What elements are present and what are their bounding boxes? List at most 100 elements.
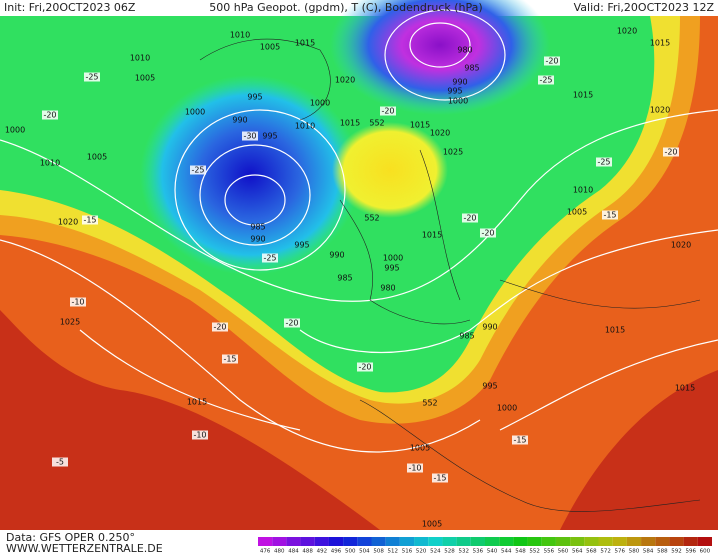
temperature-label: -10 [71, 298, 84, 307]
pressure-label: 1000 [310, 99, 330, 108]
colorbar-label: 508 [373, 549, 384, 555]
pressure-label: 1015 [340, 119, 360, 128]
temperature-label: -15 [513, 436, 526, 445]
colorbar-label: 588 [657, 549, 668, 555]
pressure-label: 990 [232, 116, 247, 125]
temp-label-box [512, 435, 528, 445]
colorbar-label: 560 [558, 549, 569, 555]
pressure-label: 1010 [40, 159, 60, 168]
colorbar-cell [343, 537, 358, 546]
colorbar-label: 552 [529, 549, 540, 555]
colorbar-label: 484 [288, 549, 299, 555]
high-scandinavia [332, 122, 448, 218]
colorbar-label: 540 [487, 549, 498, 555]
colorbar-label: 592 [671, 549, 682, 555]
colorbar-label: 512 [388, 549, 399, 555]
colorbar-label: 496 [331, 549, 342, 555]
colorbar-label: 516 [402, 549, 413, 555]
temp-label-box [242, 131, 258, 141]
pressure-label: 1000 [383, 254, 403, 263]
pressure-label: 1000 [5, 126, 25, 135]
temperature-label: -25 [597, 158, 610, 167]
colorbar-cell [641, 537, 656, 546]
temp-label-box [596, 157, 612, 167]
temp-label-box [538, 75, 554, 85]
pressure-label: 1005 [135, 74, 155, 83]
pressure-label: 552 [422, 399, 437, 408]
init-time: Init: Fri,20OCT2023 06Z [4, 1, 136, 14]
colorbar-label: 568 [586, 549, 597, 555]
pressure-label: 995 [262, 132, 277, 141]
temp-label-box [462, 213, 478, 223]
colorbar-label: 596 [685, 549, 696, 555]
pressure-label: 1015 [422, 231, 442, 240]
pressure-label: 990 [250, 235, 265, 244]
colorbar-cell [428, 537, 443, 546]
temp-label-box [42, 110, 58, 120]
pressure-label: 1020 [335, 76, 355, 85]
temp-label-box [52, 457, 68, 467]
colorbar-label: 492 [317, 549, 328, 555]
pressure-label: 990 [329, 251, 344, 260]
colorbar-cell [300, 537, 315, 546]
temp-label-box [480, 228, 496, 238]
colorbar-cell [541, 537, 556, 546]
colorbar-cell [485, 537, 500, 546]
pressure-label: 1015 [295, 39, 315, 48]
temp-label-box [84, 72, 100, 82]
pressure-label: 980 [457, 46, 472, 55]
temperature-label: -15 [83, 216, 96, 225]
valid-time: Valid: Fri,20OCT2023 12Z [574, 1, 715, 14]
colorbar: 476 480 484 488 492 496 500 504 508 512 516 520 524 5… [258, 537, 712, 555]
pressure-label: 995 [482, 382, 497, 391]
colorbar-cell [697, 537, 712, 546]
pressure-label: 1015 [675, 384, 695, 393]
temp-label-box [432, 473, 448, 483]
temperature-label: -20 [285, 319, 298, 328]
temp-label-box [663, 147, 679, 157]
pressure-label: 990 [452, 78, 467, 87]
pressure-label: 1020 [617, 27, 637, 36]
temp-label-box [190, 165, 206, 175]
pressure-label: 1020 [430, 129, 450, 138]
temperature-label: -25 [263, 254, 276, 263]
temp-label-box [357, 362, 373, 372]
temp-label-box [70, 297, 86, 307]
colorbar-label: 520 [416, 549, 427, 555]
colorbar-label: 572 [600, 549, 611, 555]
temperature-label: -30 [243, 132, 256, 141]
colorbar-cell [669, 537, 684, 546]
pressure-label: 1025 [60, 318, 80, 327]
colorbar-cell [385, 537, 400, 546]
colorbar-cell [499, 537, 514, 546]
colorbar-cell [584, 537, 599, 546]
pressure-label: 1015 [573, 91, 593, 100]
colorbar-cell [655, 537, 670, 546]
pressure-label: 552 [364, 214, 379, 223]
colorbar-label: 548 [515, 549, 526, 555]
colorbar-label: 580 [629, 549, 640, 555]
isobars [0, 9, 718, 453]
colorbar-cell [598, 537, 613, 546]
pressure-label: 995 [384, 264, 399, 273]
temp-label-box [262, 253, 278, 263]
pressure-label: 1015 [410, 121, 430, 130]
pressure-label: 552 [369, 119, 384, 128]
temp-label-box [544, 56, 560, 66]
colorbar-cell [555, 537, 571, 546]
colorbar-label: 536 [473, 549, 484, 555]
pressure-label: 1025 [443, 148, 463, 157]
temperature-label: -25 [85, 73, 98, 82]
temperature-label: -20 [43, 111, 56, 120]
colorbar-label: 528 [444, 549, 455, 555]
colorbar-label: 488 [302, 549, 313, 555]
pressure-label: 1005 [87, 153, 107, 162]
colorbar-cell [626, 537, 642, 546]
colorbar-cell [328, 537, 344, 546]
temperature-label: -20 [664, 148, 677, 157]
temperature-label: -20 [545, 57, 558, 66]
colorbar-label: 476 [260, 549, 271, 555]
pressure-label: 1010 [573, 186, 593, 195]
temp-label-box [212, 322, 228, 332]
